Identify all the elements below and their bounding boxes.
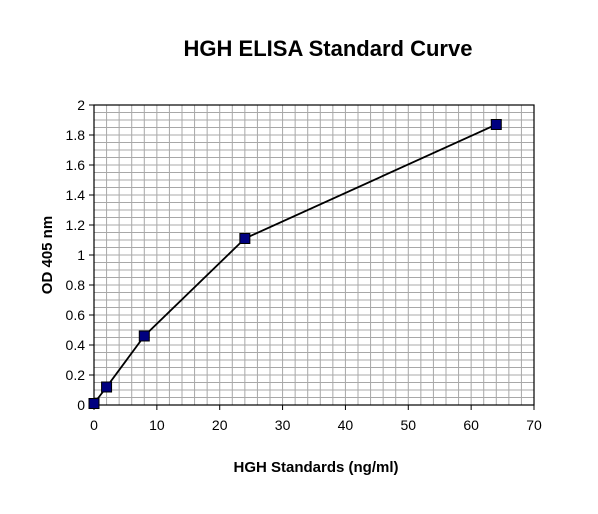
x-tick-label: 20 — [212, 417, 228, 433]
y-tick-label: 1 — [77, 247, 85, 263]
y-tick-label: 1.8 — [66, 127, 86, 143]
y-tick-label: 1.4 — [66, 187, 86, 203]
x-tick-label: 60 — [463, 417, 479, 433]
y-tick-label: 0 — [77, 397, 85, 413]
x-tick-label: 70 — [526, 417, 542, 433]
y-tick-label: 0.6 — [66, 307, 86, 323]
x-tick-label: 0 — [90, 417, 98, 433]
data-point-marker — [138, 330, 150, 342]
plot-area: 0 10 20 30 40 50 60 70 0 0.2 0.4 0.6 0.8 1 1.2 1.4 1.6 1.… — [66, 97, 542, 433]
y-axis-title: OD 405 nm — [39, 216, 56, 294]
x-tick-label: 40 — [338, 417, 354, 433]
chart-title: HGH ELISA Standard Curve — [184, 36, 473, 61]
data-point-marker — [490, 119, 502, 130]
data-point-marker — [88, 398, 100, 409]
data-point-marker — [101, 381, 113, 393]
y-tick-label: 0.4 — [66, 337, 86, 353]
x-axis-title: HGH Standards (ng/ml) — [233, 459, 398, 476]
y-tick-label: 1.2 — [66, 217, 86, 233]
x-tick-label: 10 — [149, 417, 165, 433]
y-tick-label: 2 — [77, 97, 85, 113]
x-tick-label: 50 — [400, 417, 416, 433]
gridlines — [94, 105, 534, 405]
y-tick-label: 0.8 — [66, 277, 86, 293]
data-point-marker — [239, 233, 251, 244]
x-tick-label: 30 — [275, 417, 291, 433]
y-tick-label: 1.6 — [66, 157, 86, 173]
y-tick-label: 0.2 — [66, 367, 86, 383]
